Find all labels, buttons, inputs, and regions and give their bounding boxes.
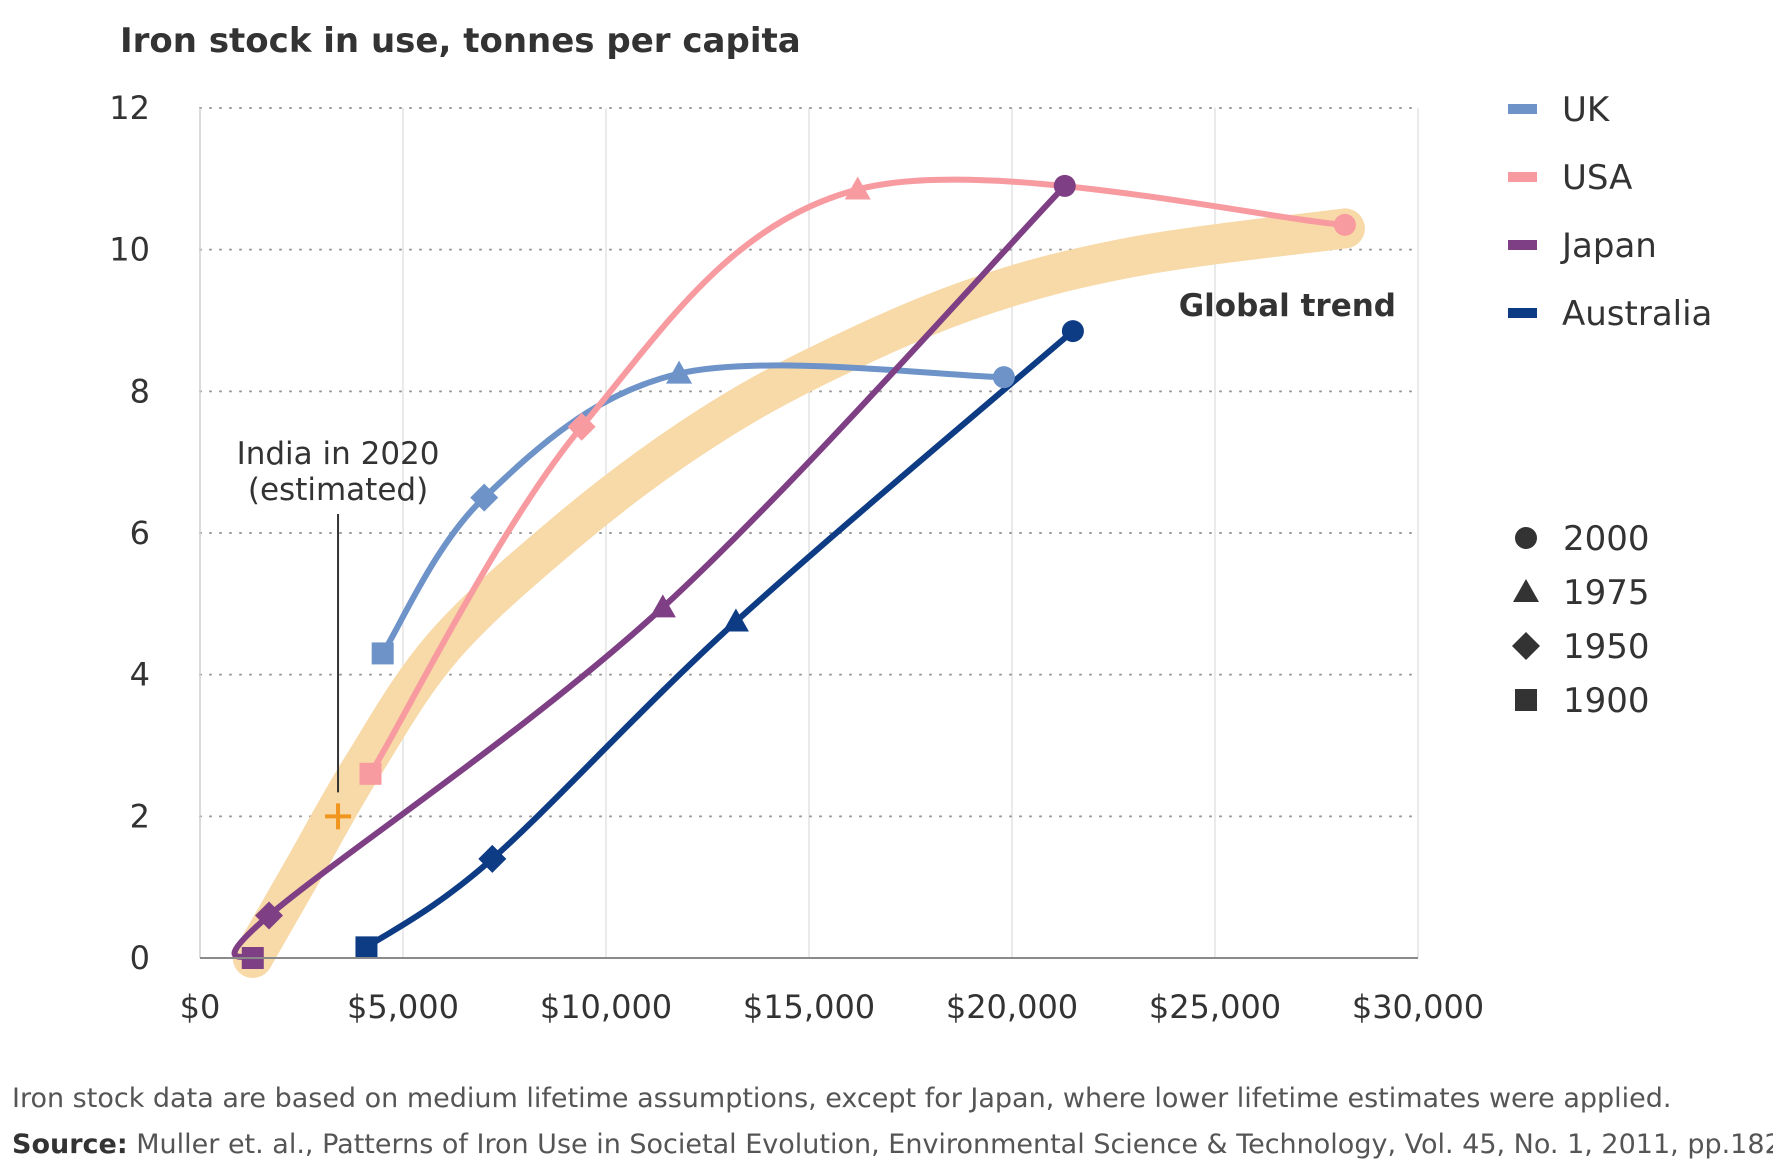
legend-label-australia: Australia — [1562, 294, 1712, 334]
usa-marker-2000 — [1333, 213, 1356, 236]
india-label-line1: India in 2020 — [237, 436, 440, 472]
japan-marker-2000 — [1053, 174, 1076, 197]
legend-label-japan: Japan — [1560, 226, 1657, 266]
axes: $0 $5,000 $10,000 $15,000 $20,000 $25,000 $30,… — [109, 89, 1484, 1026]
annotations: India in 2020(estimated) — [237, 436, 440, 830]
usa-marker-1950 — [567, 412, 596, 441]
x-tick-label: $5,000 — [347, 988, 459, 1026]
footnote: Iron stock data are based on medium life… — [12, 1083, 1672, 1114]
australia-marker-1975 — [722, 608, 749, 632]
y-tick-label: 8 — [130, 372, 150, 410]
y-tick-label: 4 — [130, 656, 150, 694]
x-tick-label: $20,000 — [946, 988, 1078, 1026]
australia-marker-2000 — [1061, 320, 1084, 343]
usa-marker-1900 — [359, 762, 382, 785]
x-tick-label: $10,000 — [540, 988, 672, 1026]
global-trend-band: Global trend — [232, 208, 1396, 978]
series-lines — [231, 176, 1348, 961]
legend-swatch-usa — [1508, 172, 1537, 182]
usa-line — [367, 176, 1348, 777]
global-trend-band-path — [232, 208, 1365, 978]
legend-swatch-uk — [1508, 104, 1537, 114]
y-tick-label: 10 — [109, 231, 150, 269]
source-label: Source: — [12, 1129, 128, 1160]
india-label-line2: (estimated) — [248, 472, 428, 508]
legend-label-usa: USA — [1562, 158, 1632, 198]
year-legend-marker-1950 — [1512, 632, 1540, 660]
global-trend-label: Global trend — [1179, 288, 1396, 324]
india-marker — [325, 803, 352, 830]
series-markers — [241, 174, 1356, 969]
year-legend-label-1900: 1900 — [1563, 681, 1650, 721]
usa-marker-1975 — [844, 176, 871, 200]
year-legend-label-1975: 1975 — [1563, 573, 1650, 613]
y-tick-label: 12 — [109, 89, 150, 127]
x-tick-label: $30,000 — [1352, 988, 1484, 1026]
chart-title: Iron stock in use, tonnes per capita — [120, 21, 801, 61]
y-tick-label: 2 — [130, 797, 150, 835]
x-tick-label: $25,000 — [1149, 988, 1281, 1026]
uk-marker-1950 — [470, 483, 499, 512]
japan-marker-1950 — [255, 901, 284, 930]
australia-marker-1900 — [355, 936, 378, 959]
year-legend-label-2000: 2000 — [1563, 519, 1650, 559]
japan-marker-1975 — [649, 594, 676, 618]
y-tick-label: 0 — [130, 939, 150, 977]
legend-swatch-japan — [1508, 240, 1537, 250]
source-line: Source: Muller et. al., Patterns of Iron… — [12, 1129, 1773, 1160]
australia-marker-1950 — [478, 844, 507, 873]
legend: UK USA Japan Australia 2000 1975 1950 1900 — [1508, 90, 1712, 721]
y-tick-label: 6 — [130, 514, 150, 552]
source-text: Muller et. al., Patterns of Iron Use in … — [128, 1129, 1773, 1160]
legend-label-uk: UK — [1562, 90, 1611, 130]
australia-line — [363, 328, 1076, 951]
x-tick-label: $0 — [180, 988, 221, 1026]
year-legend-marker-1975 — [1513, 579, 1539, 602]
uk-marker-1975 — [666, 360, 693, 384]
japan-line — [231, 182, 1068, 961]
legend-swatch-australia — [1508, 308, 1537, 318]
grid — [199, 107, 1419, 958]
year-legend-marker-1900 — [1515, 689, 1537, 711]
x-tick-label: $15,000 — [743, 988, 875, 1026]
year-legend-marker-2000 — [1515, 527, 1537, 549]
uk-marker-1900 — [371, 642, 394, 665]
uk-marker-2000 — [992, 366, 1015, 389]
year-legend-label-1950: 1950 — [1563, 627, 1650, 667]
